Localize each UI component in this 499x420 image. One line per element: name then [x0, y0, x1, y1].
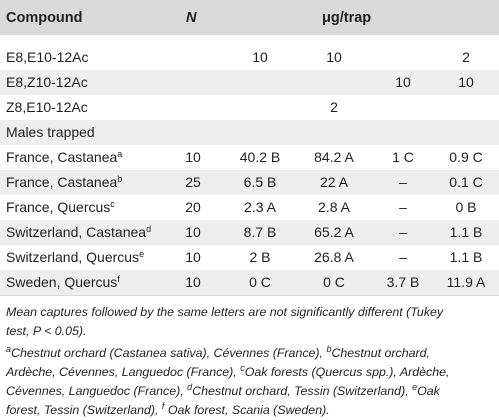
- location-text: Sweden, Quercus: [6, 274, 118, 290]
- footnote-f-text: Oak forest, Scania (Sweden).: [164, 403, 330, 417]
- table-row: Sweden, Quercusf 10 0 C 0 C 3.7 B 11.9 A: [0, 270, 499, 295]
- row-label: E8,E10-12Ac: [6, 49, 89, 65]
- location-text: Switzerland, Castanea: [6, 224, 147, 240]
- table-row: Switzerland, Quercuse 10 2 B 26.8 A – 1.…: [0, 245, 499, 270]
- row-label: Sweden, Quercusf: [6, 274, 120, 290]
- ug-per-trap-header: μg/trap: [322, 10, 372, 26]
- capture-cell: 11.9 A: [446, 274, 486, 290]
- capture-cell: –: [399, 174, 407, 190]
- n-cell: 10: [185, 224, 201, 240]
- table-row: Z8,E10-12Ac 2: [0, 95, 499, 120]
- capture-cell: 6.5 B: [243, 174, 277, 190]
- footnote-line-2: Ardèche, Cévennes, Languedoc (France), c…: [6, 363, 496, 382]
- footnote-e-marker: e: [412, 382, 418, 392]
- stat-note-line-1: Mean captures followed by the same lette…: [6, 305, 444, 319]
- footnote-marker: b: [117, 174, 123, 184]
- footnote-c-marker: c: [240, 363, 245, 373]
- footnote-a-text: Chestnut orchard (Castanea sativa), Céve…: [11, 346, 327, 360]
- capture-cell: 1.1 B: [449, 249, 483, 265]
- males-trapped-label: Males trapped: [6, 124, 95, 140]
- dose-cell: 10: [252, 49, 268, 65]
- footnote-d-marker: d: [187, 382, 193, 392]
- dose-cell: 10: [326, 49, 342, 65]
- n-cell: 25: [185, 174, 201, 190]
- capture-cell: –: [399, 199, 407, 215]
- compound-header: Compound: [6, 10, 83, 26]
- footnote-e-text-cont: forest, Tessin (Switzerland),: [6, 403, 162, 417]
- footnote-b-marker: b: [326, 344, 332, 354]
- table-bottom-rule: [0, 295, 499, 296]
- footnote-c-text: Oak forests (Quercus spp.), Ardèche,: [244, 365, 450, 379]
- footnote-marker: d: [146, 224, 152, 234]
- footnote-marker: e: [139, 249, 145, 259]
- row-label: France, Castaneab: [6, 174, 122, 190]
- footnote-marker: f: [117, 274, 120, 284]
- location-text: France, Castanea: [6, 174, 118, 190]
- n-cell: 20: [185, 199, 201, 215]
- stat-note-line-2: test, P < 0.05).: [6, 324, 87, 338]
- row-label: E8,Z10-12Ac: [6, 74, 88, 90]
- footnote-line-1: aChestnut orchard (Castanea sativa), Cév…: [6, 344, 496, 363]
- capture-cell: –: [399, 224, 407, 240]
- footnote-e-text: Oak: [417, 384, 440, 398]
- capture-cell: 0 C: [323, 274, 345, 290]
- section-row: Males trapped: [0, 120, 499, 145]
- table-row: E8,Z10-12Ac 10 10: [0, 70, 499, 95]
- location-text: France, Quercus: [6, 199, 111, 215]
- footnote-b-text-cont: Ardèche, Cévennes, Languedoc (France),: [6, 365, 241, 379]
- location-text: Switzerland, Quercus: [6, 249, 140, 265]
- footnote-marker: c: [110, 199, 115, 209]
- capture-cell: 0.9 C: [449, 149, 483, 165]
- n-cell: 10: [185, 249, 201, 265]
- footnote-line-4: forest, Tessin (Switzerland), f Oak fore…: [6, 401, 496, 420]
- table-row: France, Quercusc 20 2.3 A 2.8 A – 0 B: [0, 195, 499, 220]
- capture-cell: 2.8 A: [318, 199, 350, 215]
- capture-cell: 3.7 B: [386, 274, 420, 290]
- row-label: Switzerland, Quercuse: [6, 249, 144, 265]
- table-row: Switzerland, Castanead 10 8.7 B 65.2 A –…: [0, 220, 499, 245]
- row-label: France, Quercusc: [6, 199, 115, 215]
- dose-cell: 2: [462, 49, 470, 65]
- footnote-marker: a: [117, 149, 123, 159]
- capture-cell: 0 C: [249, 274, 271, 290]
- capture-cell: 2.3 A: [244, 199, 276, 215]
- footnotes: aChestnut orchard (Castanea sativa), Cév…: [6, 344, 496, 420]
- location-text: France, Castanea: [6, 149, 118, 165]
- capture-cell: –: [399, 249, 407, 265]
- table-row: France, Castaneab 25 6.5 B 22 A – 0.1 C: [0, 170, 499, 195]
- footnote-f-marker: f: [161, 401, 165, 411]
- row-label: France, Castaneaa: [6, 149, 122, 165]
- dose-cell: 2: [330, 99, 338, 115]
- capture-cell: 84.2 A: [314, 149, 354, 165]
- footnote-d-text: Chestnut orchard, Tessin (Switzerland),: [192, 384, 413, 398]
- stat-note: Mean captures followed by the same lette…: [6, 303, 496, 341]
- dose-cell: 10: [458, 74, 474, 90]
- row-label: Switzerland, Castanead: [6, 224, 151, 240]
- capture-cell: 0 B: [455, 199, 477, 215]
- table-row: France, Castaneaa 10 40.2 B 84.2 A 1 C 0…: [0, 145, 499, 170]
- capture-cell: 8.7 B: [243, 224, 277, 240]
- table-row: E8,E10-12Ac 10 10 2: [0, 45, 499, 70]
- footnote-a-marker: a: [6, 344, 12, 354]
- capture-cell: 22 A: [319, 174, 349, 190]
- capture-cell: 65.2 A: [314, 224, 354, 240]
- capture-cell: 0.1 C: [449, 174, 483, 190]
- table-header: Compound N μg/trap: [0, 0, 499, 35]
- capture-cell: 40.2 B: [239, 149, 281, 165]
- footnote-b-text: Chestnut orchard,: [331, 346, 430, 360]
- footnote-c-text-cont: Cévennes, Languedoc (France),: [6, 384, 188, 398]
- n-cell: 10: [185, 274, 201, 290]
- row-label: Z8,E10-12Ac: [6, 99, 88, 115]
- capture-cell: 2 B: [249, 249, 271, 265]
- footnote-line-3: Cévennes, Languedoc (France), dChestnut …: [6, 382, 496, 401]
- capture-cell: 1.1 B: [449, 224, 483, 240]
- n-header: N: [186, 10, 197, 26]
- capture-cell: 26.8 A: [314, 249, 354, 265]
- capture-cell: 1 C: [392, 149, 414, 165]
- n-cell: 10: [185, 149, 201, 165]
- dose-cell: 10: [395, 74, 411, 90]
